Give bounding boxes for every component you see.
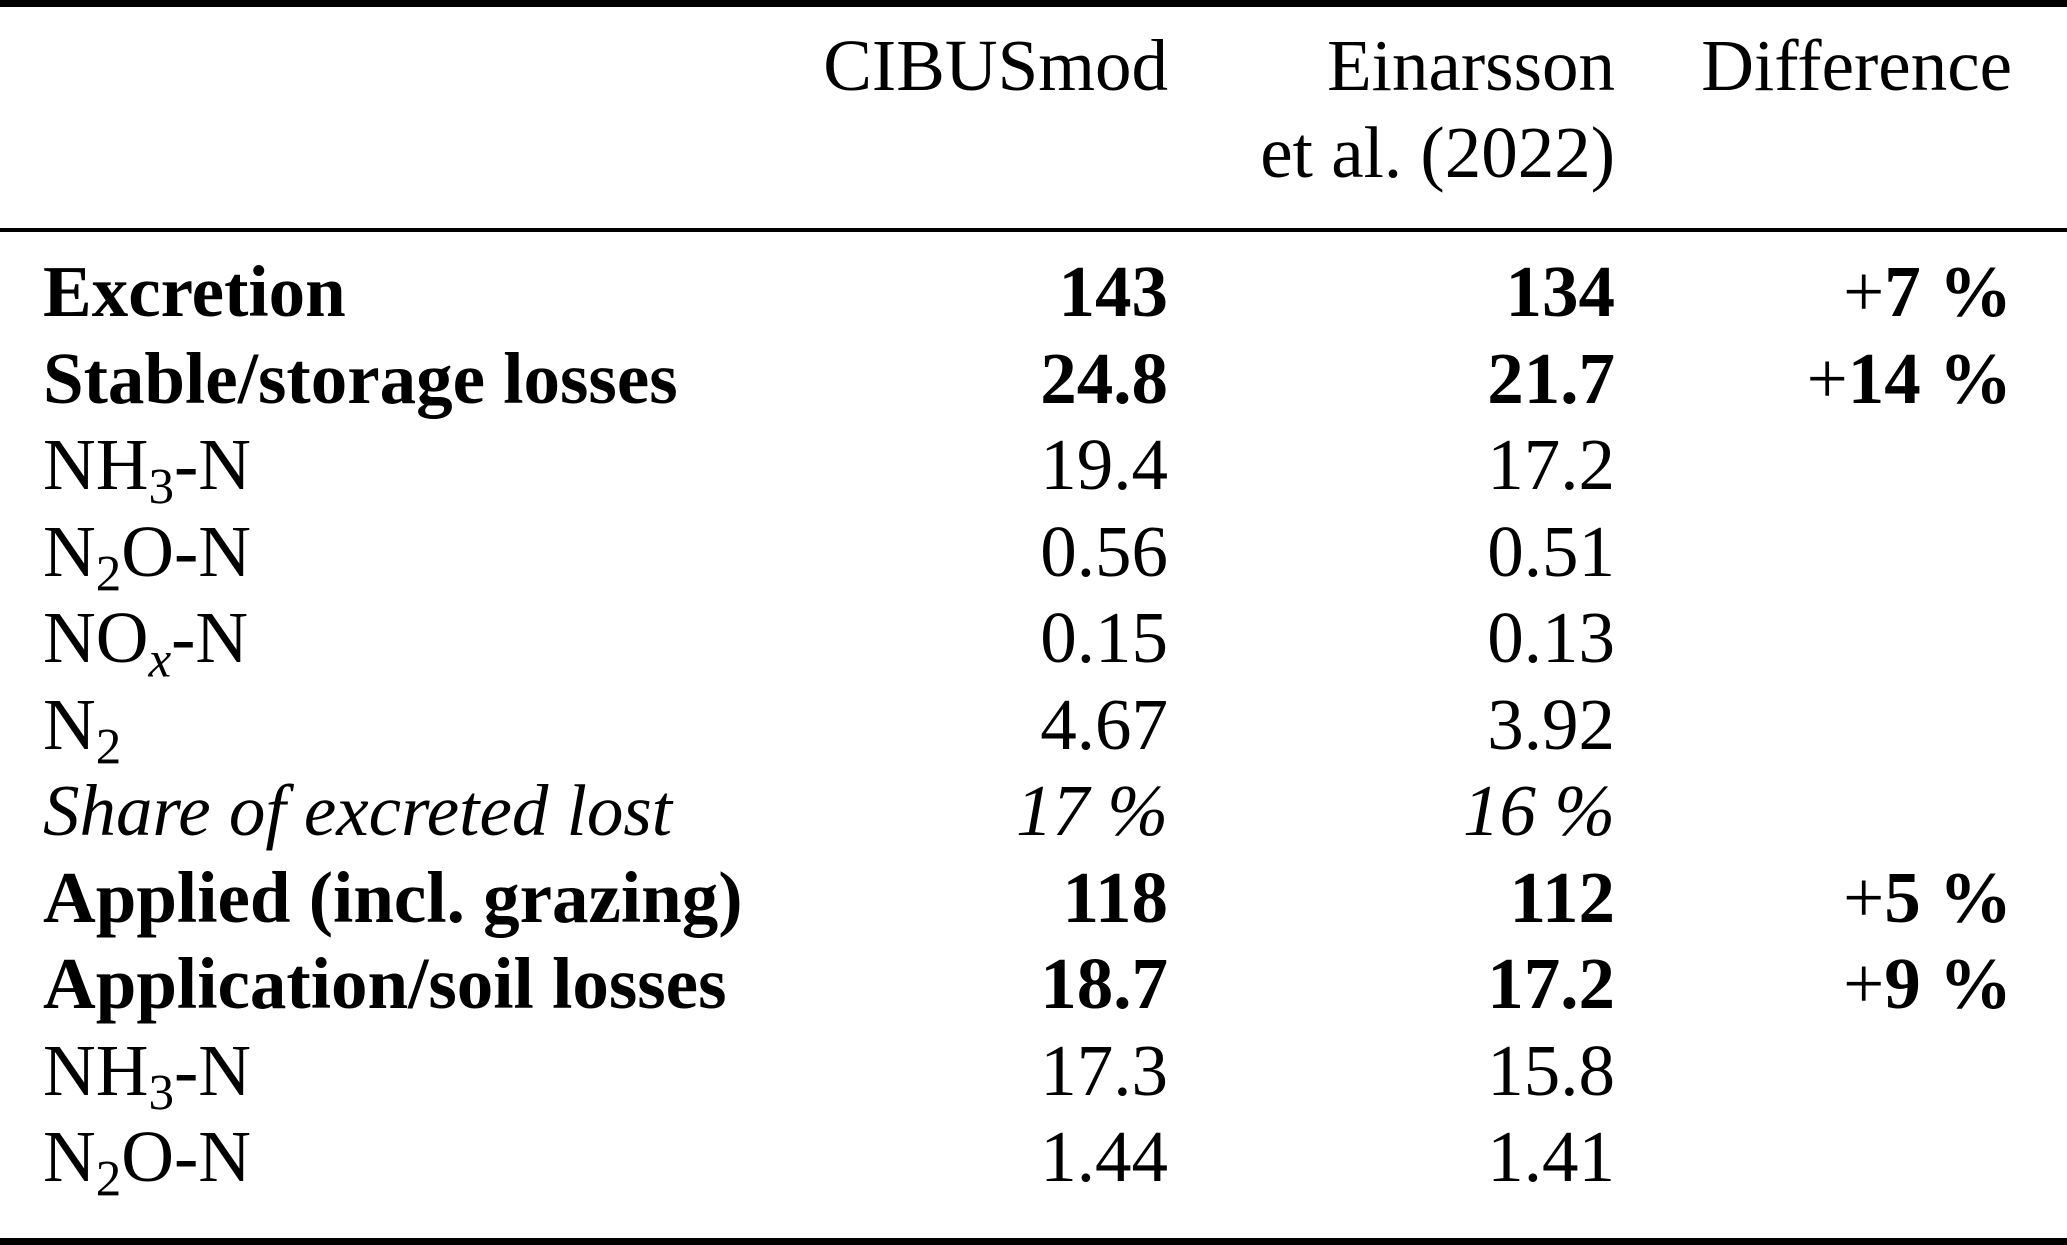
column-header-difference: Difference <box>1615 3 2067 232</box>
plus-sign: + <box>1843 943 1885 1024</box>
table-row-n2o-n-soil: N2O-N 1.44 1.41 <box>0 1114 2067 1241</box>
difference-value: +5 % <box>1615 855 2067 942</box>
difference-value: +7 % <box>1615 230 2067 336</box>
column-header-cibusmod: CIBUSmod <box>700 3 1168 232</box>
row-label: Share of excreted lost <box>43 770 673 851</box>
einarsson-value: 15.8 <box>1487 1029 1615 1111</box>
cibusmod-value: 17.3 <box>1040 1029 1168 1111</box>
difference-percent: 5 % <box>1884 856 2012 938</box>
formula-base: N <box>43 510 96 592</box>
difference-value <box>1615 422 2067 509</box>
plus-sign: + <box>1806 337 1848 419</box>
formula-subscript: 2 <box>95 717 122 775</box>
formula-tail: O-N <box>121 1116 252 1197</box>
row-label: Excretion <box>43 251 346 332</box>
einarsson-value: 134 <box>1505 251 1616 332</box>
difference-value <box>1615 1028 2067 1115</box>
einarsson-value: 21.7 <box>1487 337 1615 419</box>
formula-subscript: x <box>148 631 172 689</box>
einarsson-value: 112 <box>1509 856 1615 938</box>
column-header-einarsson-line2: et al. (2022) <box>1260 111 1615 193</box>
cibusmod-value: 24.8 <box>1040 337 1168 419</box>
header-spacer <box>0 3 700 232</box>
row-label: N2O-N <box>0 1114 700 1241</box>
table-row-share-of-excreted-lost: Share of excreted lost 17 % 16 % <box>0 768 2067 855</box>
einarsson-value: 0.51 <box>1487 510 1615 592</box>
cibusmod-value: 118 <box>1062 856 1168 938</box>
table-row-n2-storage: N2 4.67 3.92 <box>0 682 2067 772</box>
difference-percent: 7 % <box>1884 251 2012 332</box>
einarsson-value: 0.13 <box>1487 597 1615 678</box>
table-row-stable-storage-losses: Stable/storage losses 24.8 21.7 +14 % <box>0 336 2067 423</box>
cibusmod-value: 1.44 <box>1040 1116 1168 1197</box>
formula-subscript: 3 <box>148 1063 174 1121</box>
formula-tail: O-N <box>121 510 252 592</box>
einarsson-value: 17.2 <box>1487 424 1615 505</box>
row-label: Stable/storage losses <box>43 337 678 419</box>
formula-base: NH <box>43 424 149 505</box>
difference-value <box>1615 509 2067 596</box>
column-header-einarsson: Einarsson et al. (2022) <box>1168 3 1615 232</box>
header-row: CIBUSmod Einarsson et al. (2022) Differe… <box>0 3 2067 232</box>
table-row-n2o-n-storage: N2O-N 0.56 0.51 <box>0 509 2067 599</box>
formula-subscript: 2 <box>95 1150 122 1208</box>
difference-value: +9 % <box>1615 941 2067 1028</box>
formula-tail: -N <box>171 597 249 678</box>
plus-sign: + <box>1843 251 1885 332</box>
row-label: NH3-N <box>0 1028 700 1118</box>
einarsson-value: 16 % <box>1462 770 1615 851</box>
row-label: NOx-N <box>0 595 700 685</box>
cibusmod-value: 143 <box>1058 251 1169 332</box>
difference-percent: 14 % <box>1847 337 2012 419</box>
table-row-nh3-n-soil: NH3-N 17.3 15.8 <box>0 1028 2067 1118</box>
difference-value: +14 % <box>1615 336 2067 423</box>
formula-base: N <box>43 683 96 765</box>
row-label: N2 <box>0 682 700 772</box>
difference-value <box>1615 768 2067 855</box>
einarsson-value: 1.41 <box>1487 1116 1615 1197</box>
cibusmod-value: 17 % <box>1015 770 1168 851</box>
difference-percent: 9 % <box>1884 943 2012 1024</box>
einarsson-value: 17.2 <box>1487 943 1615 1024</box>
column-header-einarsson-line1: Einarsson <box>1327 25 1615 106</box>
formula-subscript: 2 <box>95 544 122 602</box>
table-row-excretion: Excretion 143 134 +7 % <box>0 230 2067 336</box>
table-row-nh3-n-storage: NH3-N 19.4 17.2 <box>0 422 2067 512</box>
formula-base: N <box>43 1116 96 1197</box>
table-row-nox-n-storage: NOx-N 0.15 0.13 <box>0 595 2067 685</box>
formula-base: NH <box>43 1029 149 1111</box>
cibusmod-value: 4.67 <box>1040 683 1168 765</box>
formula-subscript: 3 <box>148 458 174 516</box>
cibusmod-value: 19.4 <box>1040 424 1168 505</box>
plus-sign: + <box>1843 856 1885 938</box>
difference-value <box>1615 595 2067 682</box>
formula-base: NO <box>43 597 149 678</box>
row-label: Applied (incl. grazing) <box>43 856 743 938</box>
row-label: Application/soil losses <box>43 943 727 1024</box>
cibusmod-value: 0.56 <box>1040 510 1168 592</box>
table-row-applied-incl-grazing: Applied (incl. grazing) 118 112 +5 % <box>0 855 2067 942</box>
cibusmod-value: 0.15 <box>1040 597 1168 678</box>
formula-tail: -N <box>173 1029 252 1111</box>
difference-value <box>1615 1114 2067 1241</box>
formula-tail: -N <box>173 424 252 505</box>
row-label: NH3-N <box>0 422 700 512</box>
einarsson-value: 3.92 <box>1487 683 1615 765</box>
table-row-application-soil-losses: Application/soil losses 18.7 17.2 +9 % <box>0 941 2067 1028</box>
cibusmod-value: 18.7 <box>1040 943 1168 1024</box>
difference-value <box>1615 682 2067 769</box>
row-label: N2O-N <box>0 509 700 599</box>
